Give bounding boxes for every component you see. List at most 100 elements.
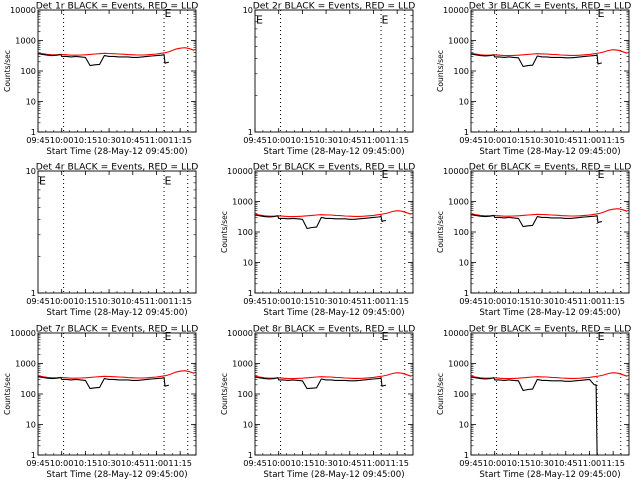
event-marker-label: E: [598, 7, 605, 20]
y-tick-label: 10: [459, 420, 469, 430]
x-tick-label: 09:45: [243, 458, 267, 468]
y-tick-label: 100: [453, 66, 469, 76]
chart-title: Det 5r BLACK = Events, RED = LLD: [253, 162, 416, 173]
x-tick-label: 10:30: [314, 458, 338, 468]
x-tick-label: 11:15: [385, 458, 409, 468]
event-marker-label: E: [165, 7, 172, 20]
y-tick-label: 10: [243, 420, 253, 430]
event-marker-label: E: [256, 14, 263, 27]
series-line-events: [37, 376, 169, 390]
y-tick-label: 10: [26, 97, 36, 107]
x-tick-label: 11:15: [601, 135, 625, 145]
plot-frame: [254, 170, 414, 294]
x-tick-label: 10:00: [483, 458, 507, 468]
y-axis-label: Counts/sec: [436, 373, 445, 415]
x-tick-label: 11:15: [168, 458, 192, 468]
y-tick-label: 1000: [448, 197, 469, 207]
x-axis-label: Start Time (28-May-12 09:45:00): [479, 470, 620, 480]
plot-frame: [37, 332, 197, 456]
plot-frame: [254, 9, 414, 133]
x-axis-label: Start Time (28-May-12 09:45:00): [46, 470, 187, 480]
x-tick-label: 10:00: [50, 296, 74, 306]
y-tick-label: 10000: [443, 166, 469, 176]
series-line-events: [470, 376, 599, 456]
y-tick-label: 1000: [15, 36, 36, 46]
x-tick-label: 10:45: [338, 296, 362, 306]
series-line-lld: [254, 372, 412, 380]
y-tick-label: 1000: [232, 359, 253, 369]
y-tick-label: 1: [464, 450, 469, 460]
x-tick-label: 10:15: [291, 296, 315, 306]
chart-title: Det 1r BLACK = Events, RED = LLD: [36, 1, 199, 12]
series-line-events: [254, 214, 386, 230]
x-axis-label: Start Time (28-May-12 09:45:00): [479, 147, 620, 157]
x-axis-label: Start Time (28-May-12 09:45:00): [46, 147, 187, 157]
x-tick-label: 10:45: [554, 135, 578, 145]
x-tick-label: 11:15: [385, 296, 409, 306]
x-tick-label: 10:30: [530, 135, 554, 145]
x-tick-label: 10:15: [507, 458, 531, 468]
x-tick-label: 11:00: [362, 458, 386, 468]
x-tick-label: 10:45: [554, 458, 578, 468]
x-tick-label: 09:45: [26, 135, 50, 145]
series-line-events: [470, 53, 602, 68]
chart-title: Det 6r BLACK = Events, RED = LLD: [469, 162, 632, 173]
x-tick-label: 11:00: [578, 458, 602, 468]
x-tick-label: 10:45: [121, 458, 145, 468]
chart-title: Det 3r BLACK = Events, RED = LLD: [469, 1, 632, 12]
x-tick-label: 10:30: [314, 296, 338, 306]
x-tick-label: 10:15: [507, 135, 531, 145]
x-tick-label: 11:00: [578, 135, 602, 145]
plot-frame: [470, 332, 630, 456]
chart-title: Det 4r BLACK = Events, RED = LLD: [36, 162, 199, 173]
x-tick-label: 09:45: [459, 135, 483, 145]
x-tick-label: 10:30: [97, 135, 121, 145]
x-axis-label: Start Time (28-May-12 09:45:00): [479, 308, 620, 318]
x-tick-label: 11:15: [168, 135, 192, 145]
plot-frame: [470, 9, 630, 133]
y-tick-label: 100: [237, 389, 253, 399]
y-tick-label: 1000: [15, 359, 36, 369]
x-tick-label: 10:45: [338, 135, 362, 145]
y-tick-label: 1: [31, 288, 36, 298]
series-line-events: [470, 214, 602, 228]
x-tick-label: 11:00: [578, 296, 602, 306]
y-axis-label: Counts/sec: [220, 211, 229, 253]
detector-panel-1: Det 1r BLACK = Events, RED = LLD 09:45 10:…: [3, 1, 198, 158]
x-tick-label: 10:15: [74, 296, 98, 306]
chart-title: Det 9r BLACK = Events, RED = LLD: [469, 324, 632, 335]
series-line-lld: [470, 49, 628, 57]
series-line-events: [254, 376, 386, 390]
event-marker-label: E: [165, 330, 172, 343]
y-tick-label: 1: [31, 450, 36, 460]
y-tick-label: 1000: [448, 359, 469, 369]
x-tick-label: 11:00: [145, 458, 169, 468]
y-tick-label: 10: [26, 420, 36, 430]
x-tick-label: 11:15: [601, 458, 625, 468]
x-tick-label: 10:00: [483, 135, 507, 145]
y-tick-label: 10: [243, 5, 253, 15]
x-tick-label: 10:30: [97, 296, 121, 306]
y-tick-label: 10: [459, 258, 469, 268]
event-marker-label: E: [382, 330, 389, 343]
event-marker-label: E: [39, 175, 46, 188]
x-tick-label: 09:45: [459, 296, 483, 306]
x-tick-label: 10:30: [314, 135, 338, 145]
y-axis-label: Counts/sec: [220, 373, 229, 415]
y-tick-label: 100: [20, 66, 36, 76]
y-axis-label: Counts/sec: [3, 373, 12, 415]
y-tick-label: 10: [26, 166, 36, 176]
x-tick-label: 10:45: [338, 458, 362, 468]
chart-title: Det 2r BLACK = Events, RED = LLD: [253, 1, 416, 12]
y-tick-label: 1: [31, 127, 36, 137]
x-tick-label: 10:00: [267, 296, 291, 306]
x-tick-label: 10:15: [74, 135, 98, 145]
x-tick-label: 10:30: [530, 458, 554, 468]
